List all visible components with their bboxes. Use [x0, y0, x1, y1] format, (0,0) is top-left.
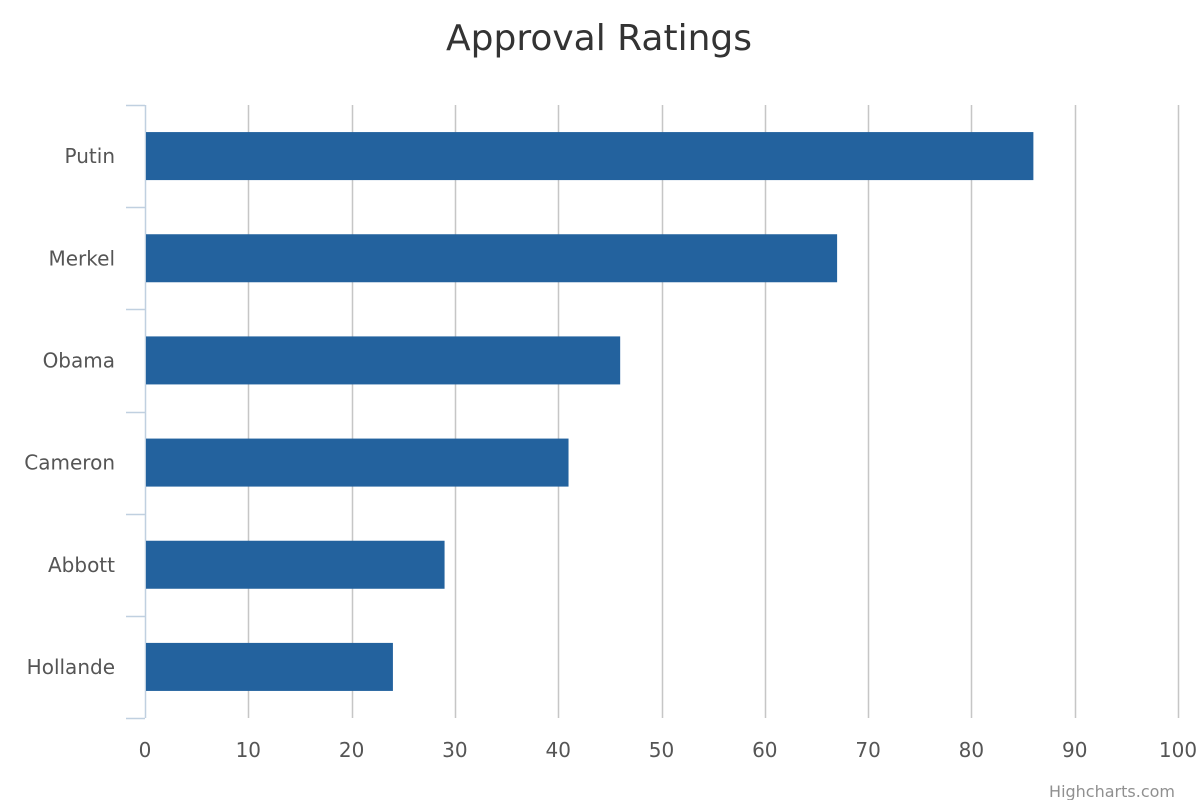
tick-label-60: 60 [752, 738, 777, 762]
category-label-cameron: Cameron [24, 451, 115, 475]
tick-label-30: 30 [442, 738, 467, 762]
category-label-abbott: Abbott [48, 553, 115, 577]
bar-putin [146, 132, 1034, 181]
tick-label-20: 20 [339, 738, 364, 762]
bar-cameron [146, 438, 569, 487]
category-labels: Putin Merkel Obama Cameron Abbott Hollande [24, 144, 115, 679]
tick-label-40: 40 [545, 738, 570, 762]
bar-hollande [146, 642, 393, 691]
tick-label-80: 80 [959, 738, 984, 762]
value-axis-labels: 0 10 20 30 40 50 60 70 80 90 100 [139, 738, 1197, 762]
category-label-obama: Obama [43, 348, 115, 372]
category-label-hollande: Hollande [27, 655, 115, 679]
category-label-merkel: Merkel [48, 246, 115, 270]
credits-link[interactable]: Highcharts.com [1049, 782, 1175, 800]
category-axis [126, 104, 147, 720]
bar-merkel [146, 234, 838, 283]
tick-label-100: 100 [1159, 738, 1197, 762]
tick-label-10: 10 [236, 738, 261, 762]
tick-label-50: 50 [649, 738, 674, 762]
bars [146, 132, 1034, 691]
bar-obama [146, 336, 621, 385]
tick-label-90: 90 [1062, 738, 1087, 762]
bar-abbott [146, 540, 445, 589]
tick-label-0: 0 [139, 738, 152, 762]
chart-title: Approval Ratings [446, 18, 752, 59]
category-label-putin: Putin [65, 144, 115, 168]
tick-label-70: 70 [855, 738, 880, 762]
grid-lines [247, 105, 1180, 718]
